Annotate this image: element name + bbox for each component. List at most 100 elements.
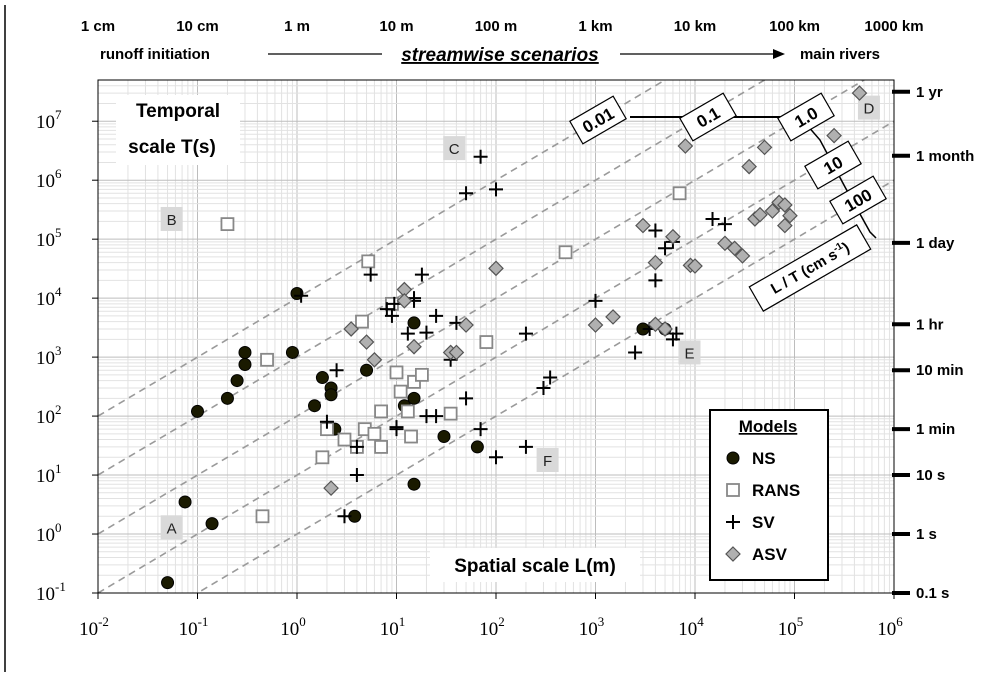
velocity-label-2-box [777, 92, 835, 142]
axes: 10-2 10-1 100 101 102 103 104 105 10610-11001011… [36, 107, 903, 640]
point-RANS [255, 509, 270, 524]
top-scale-label: 100 m [475, 18, 518, 35]
velocity-label-3-box [804, 140, 862, 190]
point-SV [543, 370, 558, 385]
point-RANS [374, 404, 388, 419]
right-scale-label: 1 yr [916, 84, 943, 101]
right-scale-label: 1 day [916, 235, 955, 252]
point-ASV [488, 260, 504, 277]
point-NS [161, 576, 175, 590]
top-scale-label: 1000 km [864, 18, 923, 35]
point-SV [429, 308, 444, 323]
point-RANS [315, 450, 330, 465]
y-tick-exponent: 6 [55, 166, 62, 181]
legend-label-ASV: ASV [752, 545, 788, 564]
point-ASV [647, 254, 664, 271]
point-NS [191, 404, 204, 418]
x-tick-exponent: 4 [697, 614, 704, 629]
top-scale-label: 1 km [578, 18, 612, 35]
point-ASV [734, 248, 751, 264]
x-tick-exponent: 0 [299, 614, 306, 629]
velocity-line [98, 80, 767, 476]
x-tick-exponent: 5 [797, 614, 804, 629]
top-scale-label: 10 m [379, 18, 413, 35]
point-SV [459, 186, 474, 201]
velocity-label-1-box [679, 92, 737, 142]
point-SV [363, 267, 378, 282]
point-SV [414, 267, 429, 282]
point-NS [407, 391, 421, 405]
point-ASV [851, 85, 868, 101]
point-SV [400, 326, 415, 341]
point-ASV [587, 317, 604, 333]
point-SV [489, 450, 503, 465]
point-SV [489, 182, 503, 197]
x-tick-exponent: 1 [399, 614, 406, 629]
point-SV [628, 345, 643, 360]
point-SV [518, 326, 533, 341]
point-SV [717, 217, 732, 232]
velocity-line [98, 120, 894, 593]
series-ASV [323, 85, 868, 496]
point-ASV [741, 158, 757, 175]
velocity-label-0-box [569, 95, 627, 145]
y-tick-exponent: 7 [55, 107, 62, 122]
y-tick-exponent: 3 [55, 343, 62, 358]
point-NS [407, 477, 421, 491]
point-RANS [443, 406, 458, 421]
y-tick-exponent: 1 [55, 461, 62, 476]
point-SV [429, 409, 444, 424]
point-RANS [414, 367, 429, 382]
point-RANS [220, 217, 235, 232]
point-ASV [826, 127, 842, 144]
series-SV [294, 149, 732, 524]
right-scale-label: 1 hr [916, 316, 944, 333]
top-scale-label: 10 km [674, 18, 717, 35]
x-tick-exponent: 6 [896, 614, 903, 629]
annotation-box-C [443, 136, 466, 161]
series-RANS [220, 186, 687, 524]
point-NS [407, 316, 421, 330]
point-ASV [605, 309, 621, 325]
top-scale: 1 cm 10 cm 1 m 10 m 100 m 1 km 10 km 100 km 1000… [81, 18, 924, 66]
y-tick-exponent: 5 [55, 225, 62, 240]
point-SV [658, 241, 673, 256]
point-RANS [389, 365, 404, 380]
point-SV [329, 363, 344, 378]
point-SV [337, 509, 352, 524]
point-NS [470, 440, 484, 454]
point-RANS [367, 426, 382, 441]
top-scale-label: 1 m [284, 18, 310, 35]
right-scale-label: 1 month [916, 148, 974, 165]
legend-marker-SV [726, 515, 740, 529]
point-ASV [358, 334, 375, 350]
x-axis-label: Spatial scale L(m) [454, 556, 616, 577]
point-SV [294, 288, 309, 303]
point-ASV [677, 138, 694, 154]
ylabel-box [116, 95, 240, 165]
point-SV [459, 391, 474, 406]
point-ASV [458, 317, 474, 333]
point-RANS [355, 314, 369, 329]
point-NS [230, 374, 244, 388]
point-NS [205, 517, 219, 531]
x-tick-exponent: 2 [498, 614, 505, 629]
velocity-label-1: 0.1 [679, 92, 737, 142]
point-RANS [672, 186, 687, 201]
point-SV [349, 468, 364, 483]
point-RANS [361, 254, 376, 269]
point-SV [389, 420, 404, 435]
legend-title: Models [739, 417, 798, 436]
point-SV [384, 308, 399, 323]
point-SV [518, 439, 533, 454]
annotation-box-B [160, 206, 183, 231]
point-ASV [687, 258, 703, 274]
right-scale-label: 10 s [916, 467, 945, 484]
point-RANS [479, 335, 494, 349]
velocity-label-3: 10 [804, 140, 862, 190]
point-SV [387, 296, 402, 311]
legend-marker-NS [726, 451, 740, 465]
annotation-box-D [857, 95, 880, 120]
scenario-center-label: streamwise scenarios [401, 45, 599, 66]
top-scale-label: 10 cm [176, 18, 219, 35]
